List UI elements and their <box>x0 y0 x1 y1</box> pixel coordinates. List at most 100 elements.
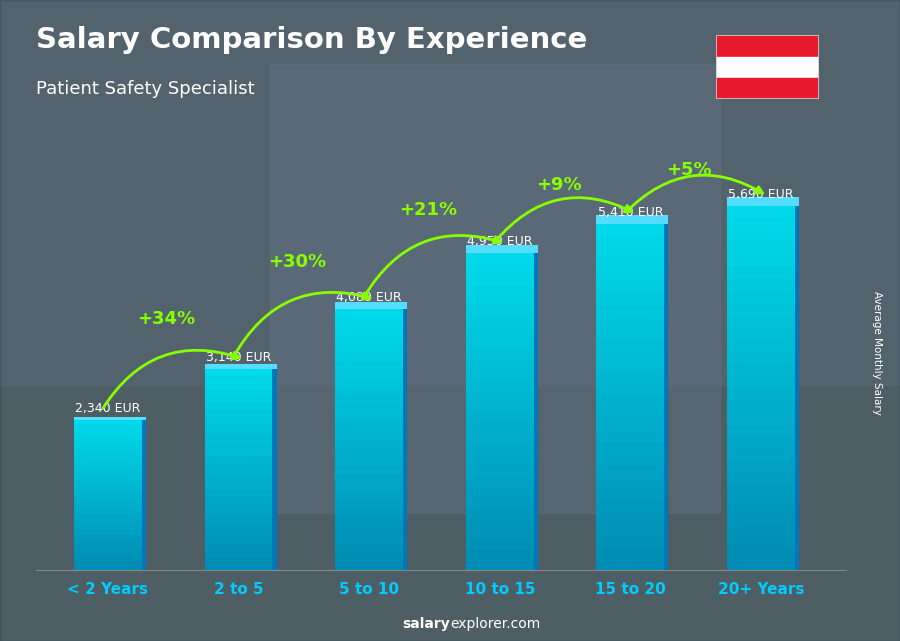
Bar <box>204 416 273 423</box>
Bar <box>74 470 142 476</box>
Bar <box>597 215 669 224</box>
Bar <box>597 258 664 270</box>
Bar <box>597 536 664 547</box>
Bar <box>204 476 273 483</box>
Bar <box>466 349 534 359</box>
Bar <box>74 556 142 560</box>
Bar <box>204 497 273 503</box>
Bar <box>335 405 403 413</box>
Bar <box>74 520 142 526</box>
Bar <box>597 385 664 397</box>
Text: +30%: +30% <box>268 253 327 271</box>
Bar <box>204 396 273 403</box>
Bar <box>204 517 273 524</box>
Bar <box>597 224 664 235</box>
Bar <box>204 376 273 383</box>
Text: explorer.com: explorer.com <box>450 617 540 631</box>
Bar <box>597 339 664 351</box>
Bar <box>597 374 664 385</box>
Bar <box>74 540 142 545</box>
Bar <box>74 445 142 451</box>
Bar <box>335 483 403 492</box>
Bar <box>466 475 534 486</box>
Bar <box>74 560 142 565</box>
Bar <box>74 435 142 440</box>
Bar <box>74 481 142 485</box>
Bar <box>403 309 407 570</box>
Bar <box>204 557 273 564</box>
Bar <box>74 456 142 460</box>
Bar <box>466 306 534 317</box>
Bar <box>466 274 534 285</box>
Bar <box>795 206 799 570</box>
Bar <box>597 351 664 362</box>
Bar <box>74 526 142 531</box>
Bar <box>597 328 664 339</box>
Bar <box>204 564 273 570</box>
Bar <box>74 417 146 420</box>
Bar <box>335 431 403 440</box>
Text: +21%: +21% <box>399 201 457 219</box>
Bar <box>335 387 403 396</box>
Bar <box>727 424 795 437</box>
Text: 4,950 EUR: 4,950 EUR <box>467 235 533 248</box>
Bar <box>716 56 819 78</box>
Bar <box>716 78 819 99</box>
Bar <box>74 565 142 570</box>
Bar <box>335 362 403 370</box>
Bar <box>335 440 403 449</box>
Bar <box>335 303 407 309</box>
Bar <box>597 316 664 328</box>
Bar <box>597 420 664 432</box>
Bar <box>204 437 273 443</box>
Bar <box>335 501 403 510</box>
Bar <box>74 460 142 465</box>
Bar <box>664 224 669 570</box>
Bar <box>74 465 142 470</box>
Bar <box>204 544 273 551</box>
Bar <box>727 558 795 570</box>
Text: Average Monthly Salary: Average Monthly Salary <box>872 290 883 415</box>
Bar <box>466 444 534 454</box>
Bar <box>466 422 534 433</box>
Bar <box>74 431 142 435</box>
Bar <box>142 420 146 570</box>
Bar <box>597 247 664 258</box>
Bar <box>727 315 795 328</box>
Bar <box>204 483 273 490</box>
Bar <box>597 304 664 316</box>
Bar <box>597 513 664 524</box>
Bar <box>727 364 795 376</box>
Bar <box>204 423 273 429</box>
Text: +9%: +9% <box>536 176 581 194</box>
Bar <box>597 547 664 559</box>
Bar <box>597 235 664 247</box>
Bar <box>597 467 664 478</box>
Bar <box>335 370 403 379</box>
Bar <box>204 510 273 517</box>
Bar <box>335 449 403 457</box>
Bar <box>727 352 795 364</box>
Bar <box>335 326 403 335</box>
Bar <box>466 390 534 401</box>
Bar <box>466 412 534 422</box>
Bar <box>466 253 534 264</box>
Bar <box>716 35 819 56</box>
Bar <box>466 380 534 390</box>
Bar <box>466 401 534 412</box>
Bar <box>466 465 534 476</box>
Text: salary: salary <box>402 617 450 631</box>
Bar <box>727 291 795 303</box>
Bar <box>74 420 142 426</box>
Bar <box>74 485 142 490</box>
Bar <box>74 501 142 506</box>
Bar <box>466 496 534 507</box>
Text: 5,690 EUR: 5,690 EUR <box>728 188 794 201</box>
Bar <box>466 433 534 444</box>
Bar <box>74 510 142 515</box>
Bar <box>204 503 273 510</box>
Bar <box>466 327 534 338</box>
Bar <box>727 534 795 546</box>
Bar <box>466 285 534 296</box>
Bar <box>335 318 403 326</box>
